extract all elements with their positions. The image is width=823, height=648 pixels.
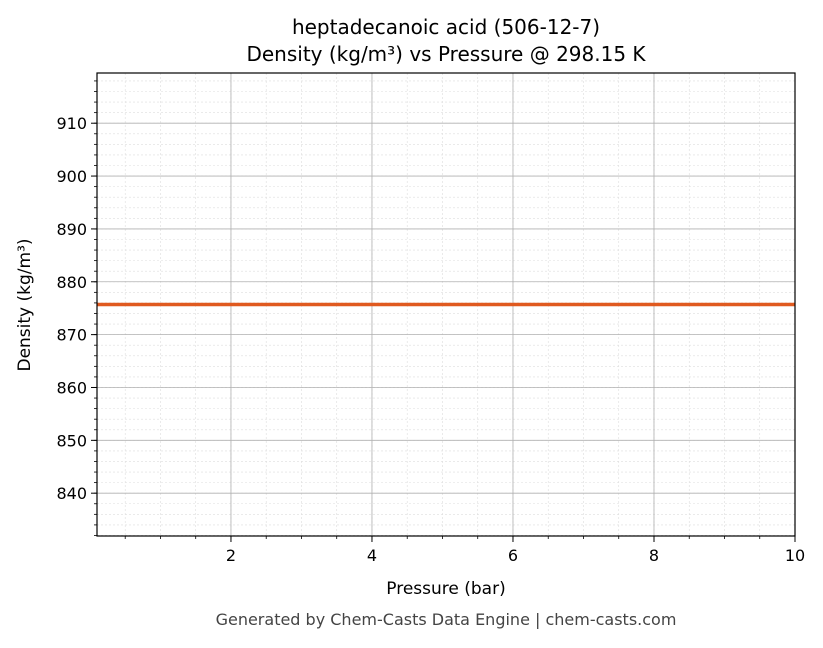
- y-tick-label: 840: [56, 484, 87, 503]
- y-axis-label: Density (kg/m³): [15, 238, 35, 371]
- y-tick-label: 890: [56, 220, 87, 239]
- footer-text: Generated by Chem-Casts Data Engine | ch…: [216, 610, 677, 629]
- y-tick-label: 910: [56, 114, 87, 133]
- y-tick-label: 850: [56, 431, 87, 450]
- y-tick-label: 880: [56, 273, 87, 292]
- y-tick-label: 900: [56, 167, 87, 186]
- x-tick-label: 10: [785, 546, 805, 565]
- chart-subtitle: Density (kg/m³) vs Pressure @ 298.15 K: [246, 42, 646, 66]
- y-tick-label: 870: [56, 326, 87, 345]
- x-tick-label: 4: [367, 546, 377, 565]
- x-tick-label: 6: [508, 546, 518, 565]
- ticks: 2 4 6 8 10 840 850 860 870 880 890 900 910: [56, 80, 805, 565]
- x-axis-label: Pressure (bar): [386, 579, 505, 599]
- x-tick-label: 8: [649, 546, 659, 565]
- chart-title: heptadecanoic acid (506-12-7): [292, 15, 600, 39]
- x-tick-label: 2: [226, 546, 236, 565]
- plot-frame: [96, 72, 796, 537]
- y-tick-label: 860: [56, 378, 87, 397]
